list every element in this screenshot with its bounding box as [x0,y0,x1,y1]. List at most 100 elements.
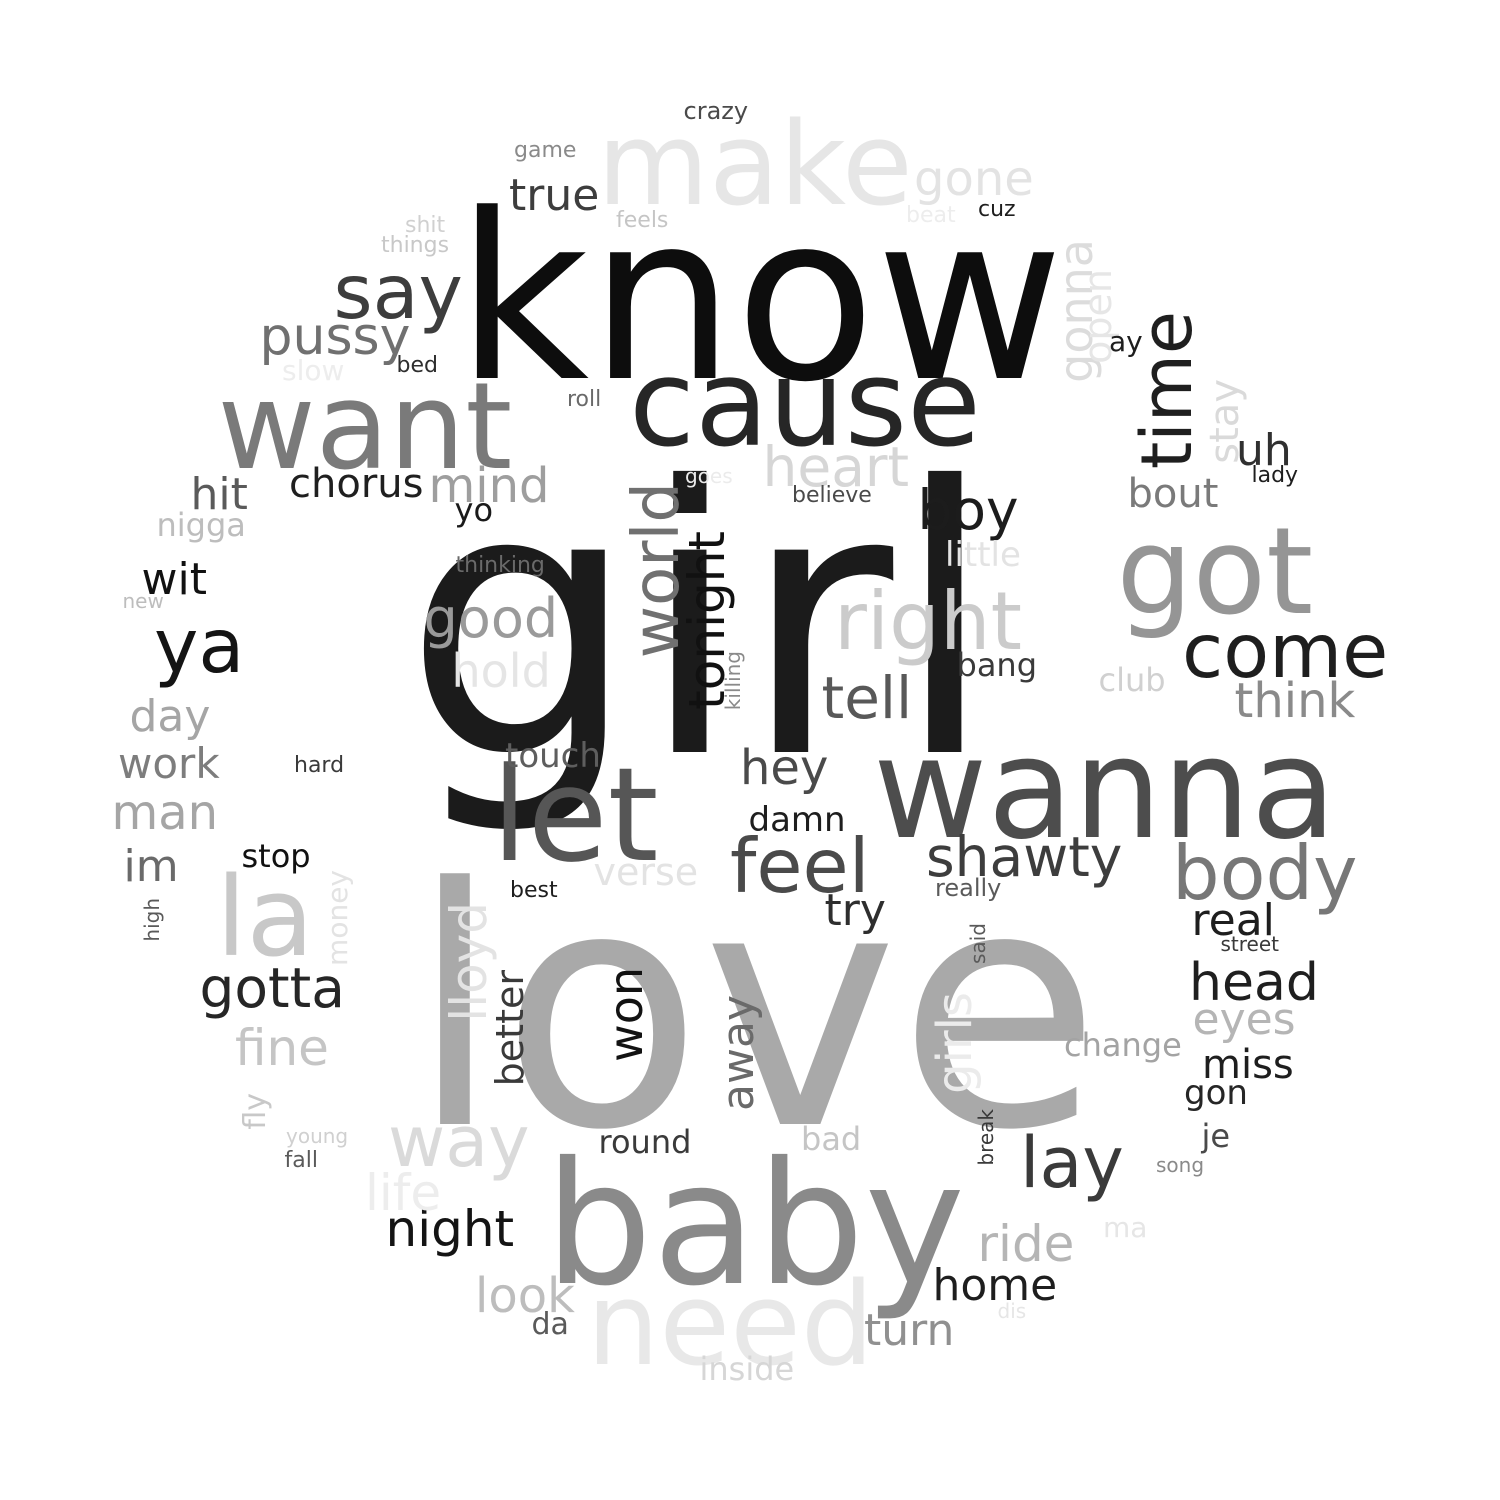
word-break: break [974,1108,998,1166]
word-dis: dis [997,1299,1027,1323]
word-shawty: shawty [926,824,1123,889]
word-boy: boy [917,477,1019,542]
word-ride: ride [977,1215,1075,1273]
word-nigga: nigga [156,506,246,544]
word-wit: wit [141,554,207,605]
word-uh: uh [1236,425,1292,476]
word-got: got [1116,503,1314,642]
word-cause: cause [629,335,981,474]
word-think: think [1234,673,1356,729]
word-know: know [456,166,1064,433]
word-girls: girls [927,992,983,1094]
word-little: little [945,535,1021,575]
word-stay: stay [1202,378,1248,464]
word-hey: hey [740,740,829,796]
word-look: look [475,1268,575,1324]
word-make: make [597,97,913,232]
word-shit: shit [405,213,446,238]
word-body: body [1172,828,1358,917]
word-day: day [129,691,211,742]
word-life: life [365,1164,442,1222]
word-verse: verse [593,850,699,894]
word-miss: miss [1202,1042,1294,1088]
word-heart: heart [762,434,910,499]
word-need: need [586,1257,874,1392]
word-really: really [935,874,1002,902]
word-bout: bout [1127,471,1219,517]
word-home: home [932,1260,1058,1311]
word-turn: turn [864,1305,955,1356]
word-try: try [824,885,886,936]
word-killing: killing [721,650,745,710]
word-fly: fly [238,1092,273,1130]
word-won: won [599,966,653,1062]
word-real: real [1191,895,1275,946]
word-tell: tell [821,664,913,732]
word-beat: beat [906,203,956,228]
word-fall: fall [284,1148,318,1173]
word-things: things [381,233,450,258]
word-im: im [123,841,179,892]
word-ay: ay [1109,325,1143,358]
word-mind: mind [428,458,550,514]
word-slow: slow [282,354,345,387]
word-crazy: crazy [683,97,749,125]
word-new: new [122,589,164,613]
word-money: money [321,870,354,966]
word-good: good [423,587,559,650]
word-yo: yo [454,491,494,529]
word-best: best [510,878,558,903]
word-je: je [1201,1117,1231,1155]
word-eyes: eyes [1192,994,1296,1045]
word-wanna: wanna [873,708,1337,871]
word-chorus: chorus [289,461,424,507]
word-say: say [333,247,463,336]
word-street: street [1220,932,1280,956]
word-high: high [140,898,164,942]
word-fine: fine [235,1019,329,1077]
word-better: better [488,970,532,1087]
word-way: way [388,1101,530,1183]
word-head: head [1189,953,1319,1013]
word-goes: goes [685,464,733,488]
word-bang: bang [956,646,1038,684]
word-pussy: pussy [259,307,411,367]
word-feels: feels [616,208,669,233]
word-stop: stop [241,837,311,875]
word-lay: lay [1020,1122,1124,1204]
word-hard: hard [294,753,345,778]
word-girl: girl [403,410,997,840]
word-young: young [286,1124,349,1148]
word-bed: bed [396,353,438,378]
word-inside: inside [699,1350,795,1388]
word-want: want [217,358,513,497]
word-gotta: gotta [199,955,345,1020]
word-baby: baby [544,1126,966,1324]
word-work: work [118,739,220,788]
word-round: round [598,1123,692,1161]
word-song: song [1156,1153,1205,1177]
word-night: night [385,1200,515,1258]
word-hold: hold [451,644,551,698]
word-thinking: thinking [455,553,545,578]
word-hit: hit [190,469,248,520]
word-believe: believe [792,483,872,508]
word-said: said [966,922,990,964]
word-game: game [514,138,577,163]
word-da: da [531,1307,569,1342]
word-ma: ma [1103,1211,1148,1244]
word-come: come [1182,606,1389,695]
word-away: away [713,995,764,1111]
word-lady: lady [1251,463,1299,488]
word-roll: roll [567,387,602,412]
word-la: la [216,853,314,981]
word-cuz: cuz [978,197,1016,222]
word-bad: bad [801,1120,862,1158]
word-let: let [491,739,659,891]
word-touch: touch [505,736,601,776]
word-damn: damn [748,800,846,840]
word-change: change [1064,1026,1182,1064]
word-lloyd: lloyd [440,902,498,1022]
word-love: love [409,818,1101,1202]
